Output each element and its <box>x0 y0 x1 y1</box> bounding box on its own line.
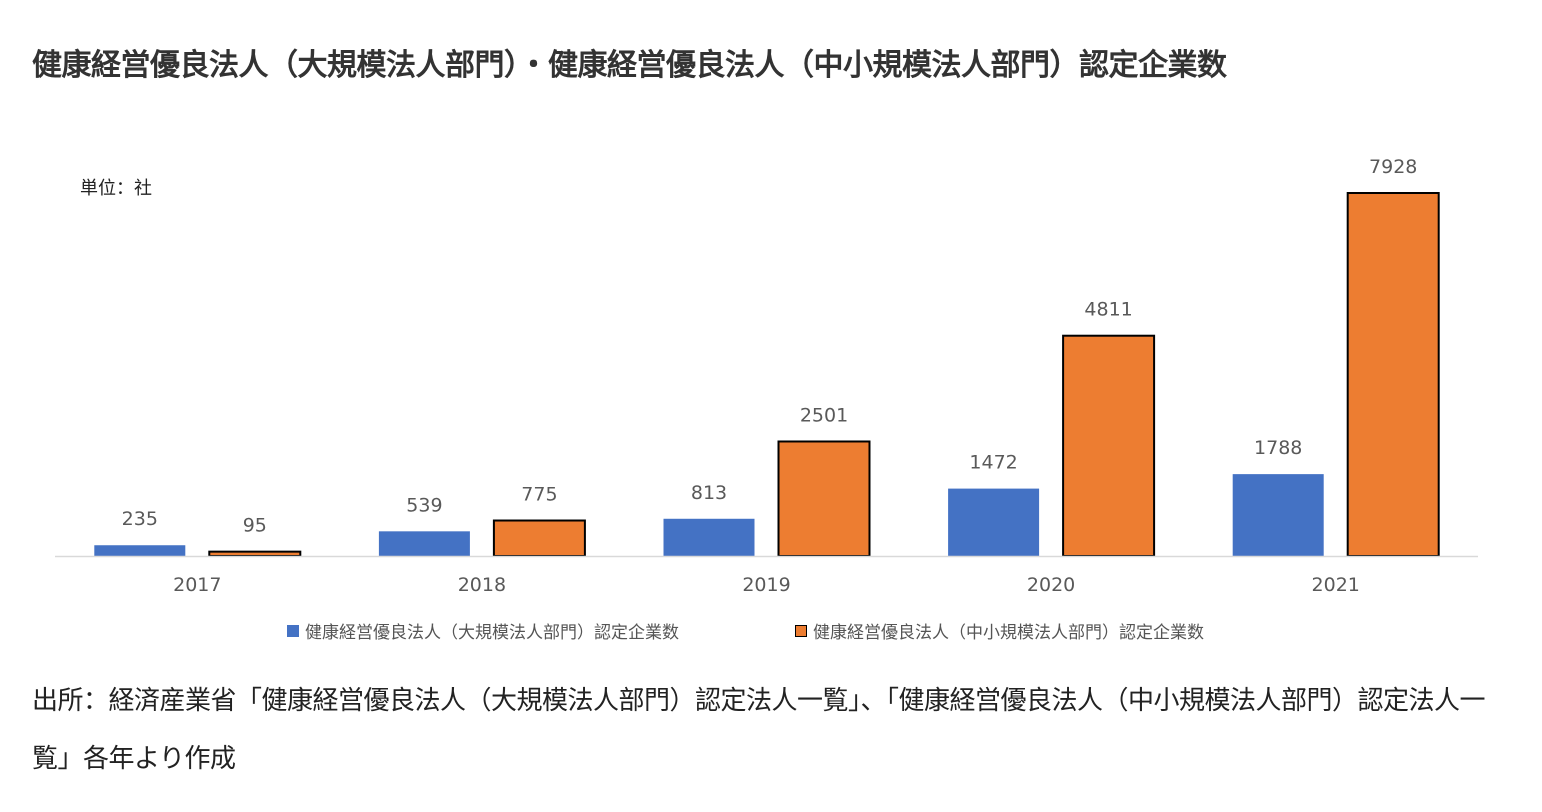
legend-label-small: 健康経営優良法人（中小規模法人部門）認定企業数 <box>813 623 1204 643</box>
data-label-small-2020: 4811 <box>1084 299 1132 321</box>
x-tick-label-2018: 2018 <box>458 574 506 596</box>
bar-large-2017 <box>94 545 186 556</box>
x-tick-label-2019: 2019 <box>742 574 790 596</box>
bar-small-2017 <box>208 550 302 557</box>
x-tick-label-2017: 2017 <box>173 574 221 596</box>
source-note: 出所：経済産業省「健康経営優良法人（大規模法人部門）認定法人一覧」、「健康経営優… <box>32 686 1486 774</box>
page-title: 健康経営優良法人（大規模法人部門）・健康経営優良法人（中小規模法人部門）認定企業… <box>32 48 1227 83</box>
data-label-small-2018: 775 <box>521 484 557 506</box>
data-label-large-2018: 539 <box>406 494 442 516</box>
bar-large-2018 <box>378 531 470 556</box>
legend-swatch-small <box>795 624 807 637</box>
data-label-small-2019: 2501 <box>800 404 848 426</box>
legend-item-large: 健康経営優良法人（大規模法人部門）認定企業数 <box>287 618 679 643</box>
legend-label-large: 健康経営優良法人（大規模法人部門）認定企業数 <box>305 623 679 643</box>
data-label-small-2017: 95 <box>243 515 267 537</box>
chart-legend: 健康経営優良法人（大規模法人部門）認定企業数 健康経営優良法人（中小規模法人部門… <box>0 618 1542 644</box>
bar-large-2019 <box>663 518 755 556</box>
legend-swatch-large <box>287 624 299 637</box>
bar-large-2020 <box>948 488 1040 556</box>
data-label-small-2021: 7928 <box>1369 156 1417 178</box>
x-tick-label-2021: 2021 <box>1312 574 1360 596</box>
data-label-large-2021: 1788 <box>1254 437 1302 459</box>
legend-item-small: 健康経営優良法人（中小規模法人部門）認定企業数 <box>795 618 1204 643</box>
bar-small-2020 <box>1062 334 1156 558</box>
bar-small-2019 <box>777 440 871 558</box>
bar-large-2021 <box>1232 474 1324 556</box>
bar-small-2018 <box>492 519 586 558</box>
data-label-large-2019: 813 <box>691 482 727 504</box>
x-tick-label-2020: 2020 <box>1027 574 1075 596</box>
unit-label: 単位：社 <box>80 178 152 199</box>
data-label-large-2017: 235 <box>122 508 158 530</box>
data-label-large-2020: 1472 <box>969 452 1017 474</box>
bar-small-2021 <box>1346 192 1440 557</box>
